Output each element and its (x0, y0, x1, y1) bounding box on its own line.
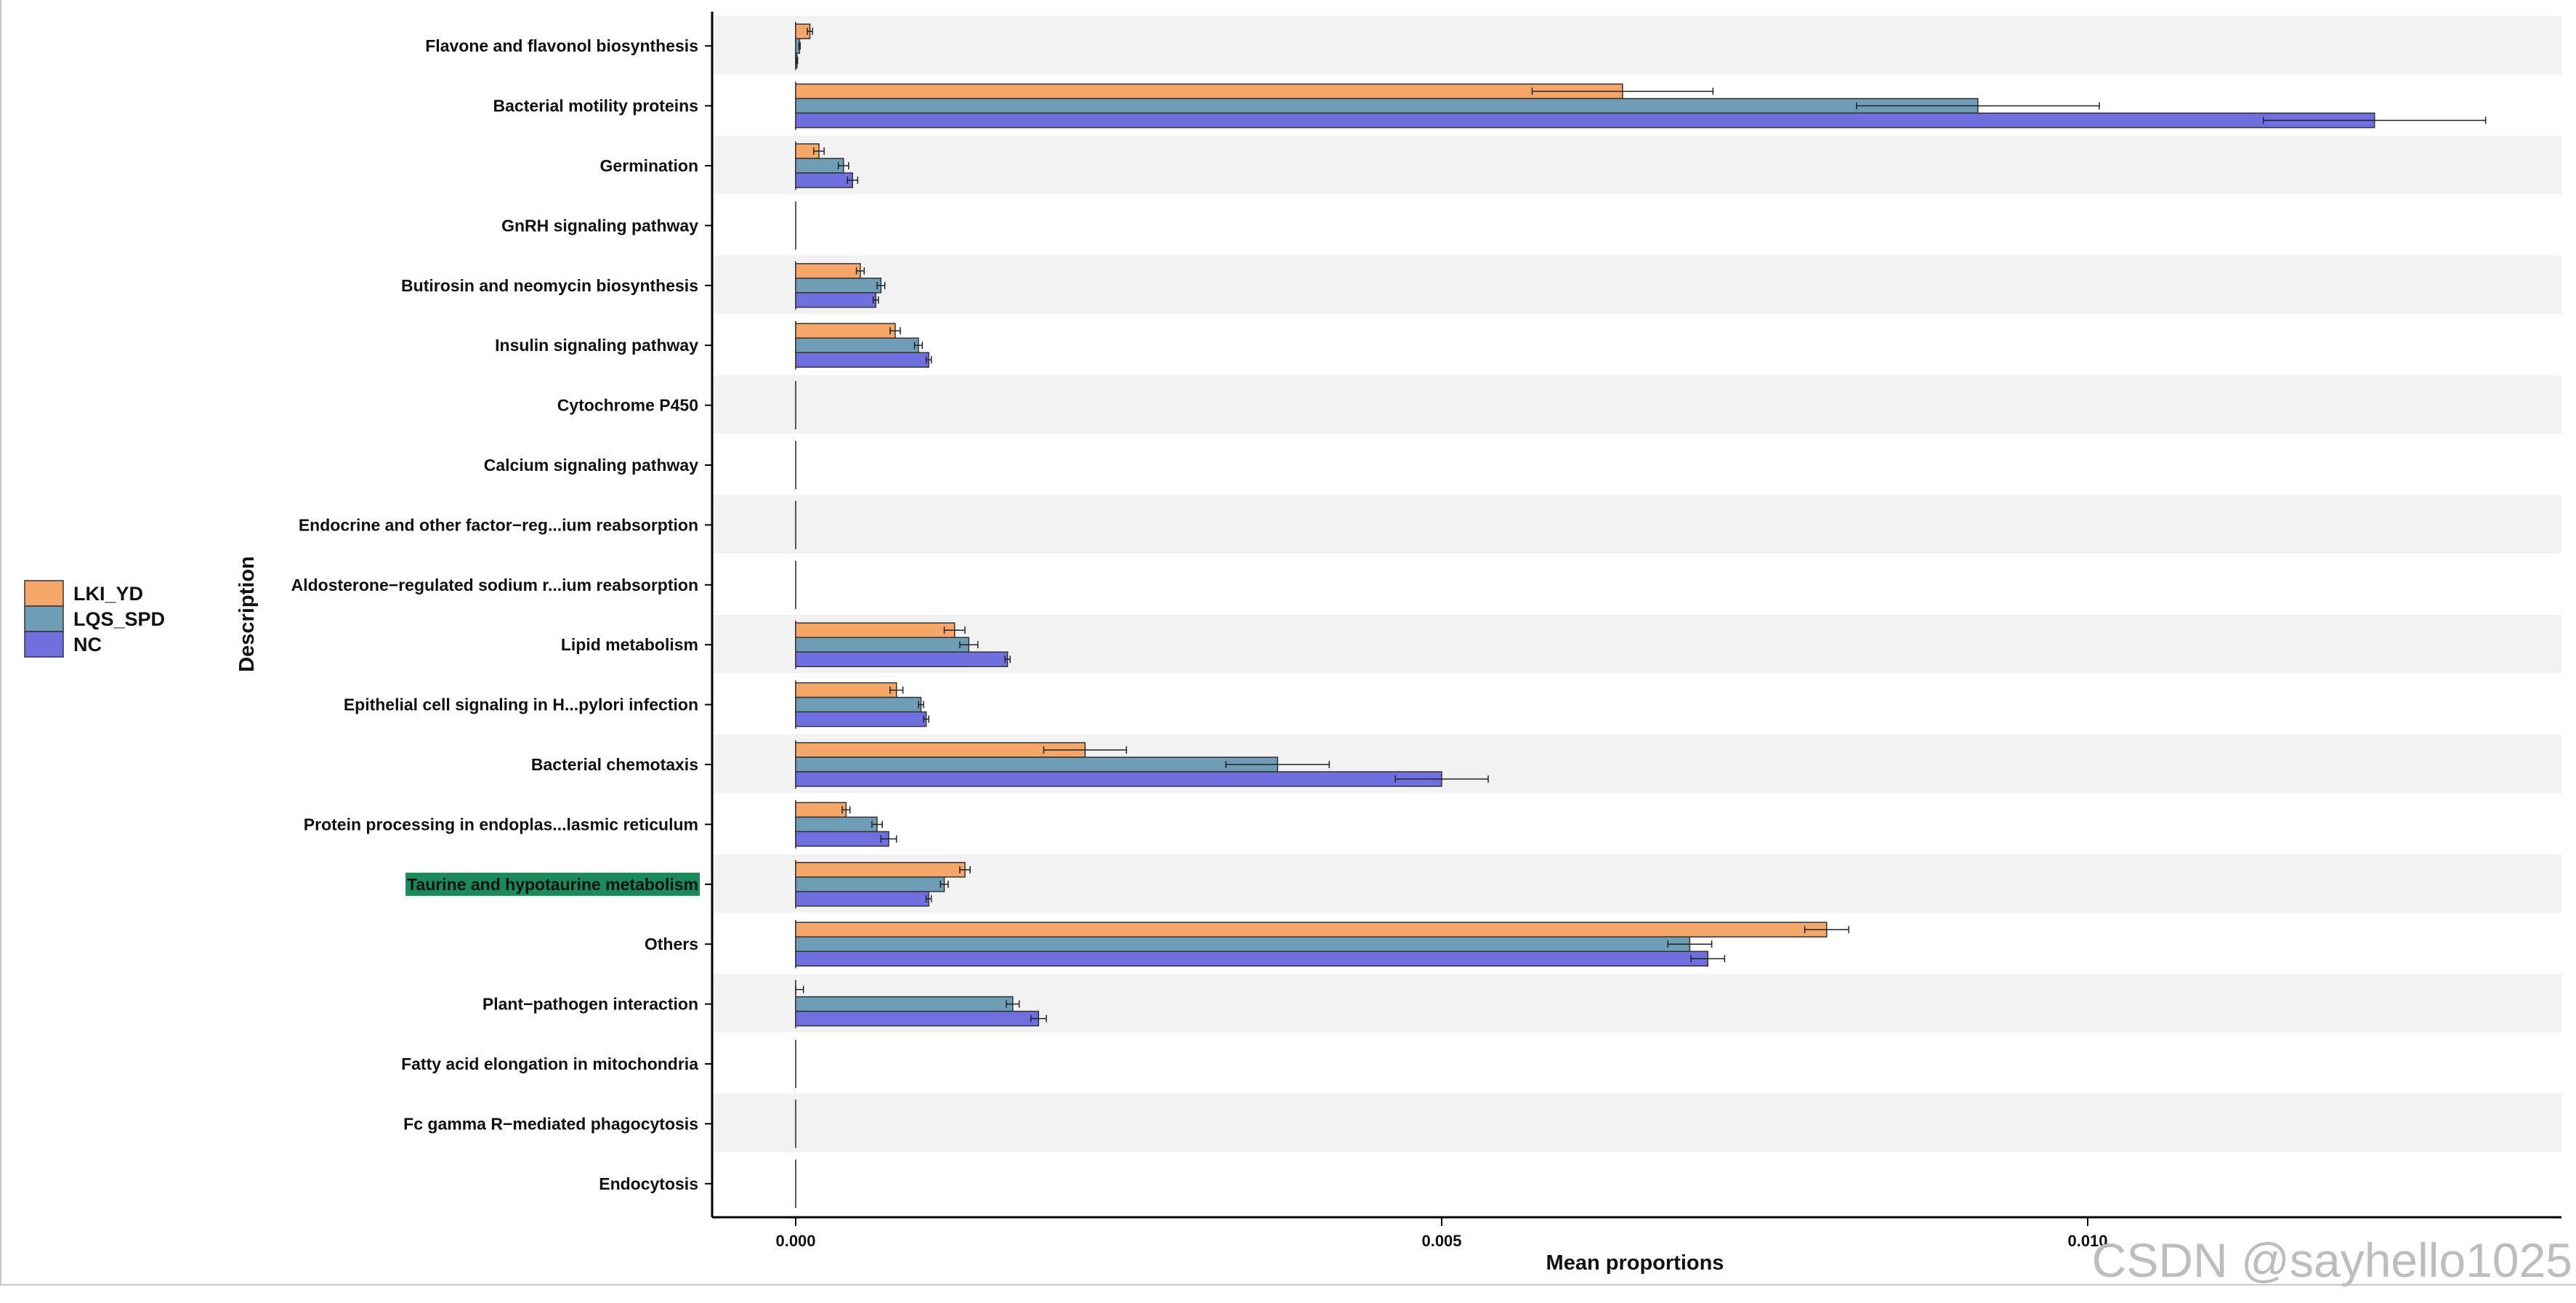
bar-lki-yd-protein-processing-in-endoplas-lasmic-reticulum (795, 802, 847, 818)
bar-nc-others (795, 951, 1709, 967)
x-ticks: 0.000 0.005 0.010 (775, 1217, 2108, 1250)
category-label-epithelial-cell-signaling-in-h-pylori-infection: Epithelial cell signaling in H...pylori … (344, 695, 698, 714)
bar-lki-yd-butirosin-and-neomycin-biosynthesis (795, 263, 861, 279)
legend: LKI_YD LQS_SPD NC (24, 580, 165, 658)
category-label-insulin-signaling-pathway: Insulin signaling pathway (495, 336, 698, 355)
row-band (714, 375, 2561, 434)
category-label-germination: Germination (600, 156, 698, 175)
bar-nc-protein-processing-in-endoplas-lasmic-reticulum (795, 831, 889, 847)
bar-lqs-spd-bacterial-chemotaxis (795, 757, 1278, 772)
bar-lki-yd-bacterial-motility-proteins (795, 83, 1623, 100)
category-label-endocrine-and-other-factor-reg-ium-reabsorption: Endocrine and other factor−reg...ium rea… (299, 515, 698, 534)
bar-lqs-spd-others (795, 936, 1691, 952)
x-tick-label: 0.005 (1421, 1232, 1461, 1250)
legend-label-lki-yd: LKI_YD (73, 583, 143, 605)
bar-marks (795, 22, 2487, 1208)
bar-nc-plant-pathogen-interaction (795, 1010, 1040, 1027)
legend-swatch-lki-yd (24, 580, 64, 607)
y-axis-title: Description (235, 556, 259, 672)
category-label-others: Others (645, 935, 698, 953)
bar-lqs-spd-insulin-signaling-pathway (795, 337, 919, 353)
legend-label-nc: NC (73, 634, 102, 655)
bar-lqs-spd-taurine-and-hypotaurine-metabolism (795, 876, 945, 892)
legend-label-lqs-spd: LQS_SPD (73, 608, 165, 630)
bar-lki-yd-insulin-signaling-pathway (795, 323, 896, 339)
category-label-taurine-and-hypotaurine-metabolism: Taurine and hypotaurine metabolism (407, 875, 698, 894)
watermark-text: CSDN @sayhello1025 (2092, 1233, 2572, 1287)
category-label-protein-processing-in-endoplas-lasmic-reticulum: Protein processing in endoplas...lasmic … (304, 815, 698, 834)
row-band (714, 16, 2561, 75)
category-label-aldosterone-regulated-sodium-r-ium-reabsorption: Aldosterone−regulated sodium r...ium rea… (291, 576, 698, 594)
category-label-cytochrome-p450: Cytochrome P450 (557, 396, 698, 415)
bar-nc-germination (795, 172, 853, 188)
row-band (714, 1094, 2561, 1153)
bar-lki-yd-taurine-and-hypotaurine-metabolism (795, 862, 966, 878)
category-label-calcium-signaling-pathway: Calcium signaling pathway (484, 456, 698, 475)
category-label-butirosin-and-neomycin-biosynthesis: Butirosin and neomycin biosynthesis (401, 276, 698, 295)
category-label-lipid-metabolism: Lipid metabolism (561, 635, 698, 654)
bar-lki-yd-bacterial-chemotaxis (795, 742, 1086, 758)
legend-swatch-lqs-spd (24, 605, 64, 632)
axes (705, 12, 2561, 1219)
category-label-endocytosis: Endocytosis (599, 1174, 698, 1193)
bar-lki-yd-epithelial-cell-signaling-in-h-pylori-infection (795, 682, 897, 698)
row-band (714, 495, 2561, 554)
bar-nc-lipid-metabolism (795, 651, 1009, 667)
bar-nc-bacterial-chemotaxis (795, 771, 1442, 787)
bar-nc-epithelial-cell-signaling-in-h-pylori-infection (795, 711, 927, 727)
bar-lqs-spd-germination (795, 158, 844, 174)
category-label-flavone-and-flavonol-biosynthesis: Flavone and flavonol biosynthesis (425, 36, 698, 55)
category-label-fatty-acid-elongation-in-mitochondria: Fatty acid elongation in mitochondria (401, 1054, 698, 1073)
bar-lqs-spd-epithelial-cell-signaling-in-h-pylori-infection (795, 696, 922, 713)
x-axis-title: Mean proportions (1546, 1251, 1724, 1275)
x-tick-label: 0.000 (775, 1232, 815, 1250)
row-band (714, 854, 2561, 913)
category-label-bacterial-motility-proteins: Bacterial motility proteins (493, 97, 698, 116)
category-label-bacterial-chemotaxis: Bacterial chemotaxis (531, 755, 698, 774)
bar-lqs-spd-plant-pathogen-interaction (795, 996, 1014, 1012)
row-band (714, 615, 2561, 674)
bar-lqs-spd-protein-processing-in-endoplas-lasmic-reticulum (795, 816, 878, 833)
bar-lki-yd-others (795, 921, 1828, 937)
bar-lqs-spd-butirosin-and-neomycin-biosynthesis (795, 278, 882, 294)
row-bands (714, 16, 2561, 1153)
highlight-layer (405, 872, 700, 896)
category-label-plant-pathogen-interaction: Plant−pathogen interaction (483, 995, 698, 1014)
row-band (714, 135, 2561, 195)
bar-nc-taurine-and-hypotaurine-metabolism (795, 891, 929, 907)
bar-lqs-spd-lipid-metabolism (795, 637, 970, 653)
bar-nc-bacterial-motility-proteins (795, 112, 2375, 129)
bar-nc-insulin-signaling-pathway (795, 352, 929, 368)
legend-swatch-nc (24, 631, 64, 658)
x-tick-label: 0.010 (2067, 1232, 2107, 1250)
row-band (714, 255, 2561, 314)
bar-lqs-spd-bacterial-motility-proteins (795, 97, 1979, 114)
category-highlight (405, 872, 700, 896)
category-label-fc-gamma-r-mediated-phagocytosis: Fc gamma R−mediated phagocytosis (403, 1114, 698, 1133)
category-labels: Flavone and flavonol biosynthesis Bacteri… (291, 36, 699, 1193)
category-label-gnrh-signaling-pathway: GnRH signaling pathway (501, 216, 698, 235)
bar-lki-yd-lipid-metabolism (795, 622, 956, 638)
bar-nc-butirosin-and-neomycin-biosynthesis (795, 292, 876, 308)
